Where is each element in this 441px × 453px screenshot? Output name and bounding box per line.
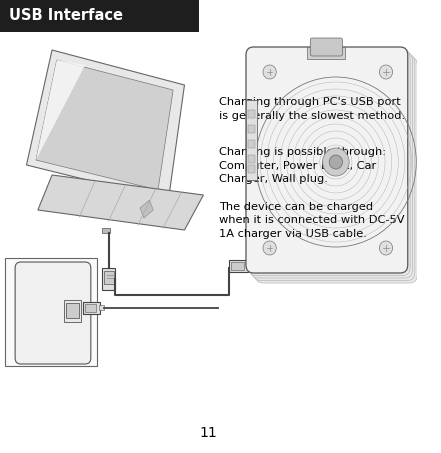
Bar bbox=[248, 140, 255, 148]
Bar bbox=[83, 302, 100, 314]
Text: Charging is possible through:
Computer, Power Bank, Car
Charger, Wall plug.: Charging is possible through: Computer, … bbox=[219, 147, 386, 184]
Circle shape bbox=[323, 148, 349, 176]
FancyBboxPatch shape bbox=[246, 47, 408, 273]
Bar bbox=[66, 303, 78, 318]
Bar bbox=[229, 260, 248, 272]
Circle shape bbox=[329, 155, 343, 169]
Bar bbox=[104, 271, 113, 284]
Bar bbox=[85, 304, 97, 312]
Bar bbox=[248, 155, 255, 163]
Bar bbox=[99, 305, 104, 310]
Bar bbox=[64, 300, 81, 322]
FancyBboxPatch shape bbox=[15, 262, 91, 364]
Text: The device can be charged
when it is connected with DC-5V
1A charger via USB cab: The device can be charged when it is con… bbox=[219, 202, 404, 239]
Text: Charging through PC's USB port
is generally the slowest method.: Charging through PC's USB port is genera… bbox=[219, 97, 405, 121]
Bar bbox=[307, 47, 345, 59]
Bar bbox=[248, 165, 255, 173]
Circle shape bbox=[263, 65, 276, 79]
Bar bbox=[231, 262, 244, 270]
Polygon shape bbox=[36, 60, 173, 190]
FancyBboxPatch shape bbox=[251, 52, 412, 278]
Polygon shape bbox=[36, 60, 85, 160]
FancyBboxPatch shape bbox=[248, 49, 410, 275]
Bar bbox=[246, 100, 258, 180]
Circle shape bbox=[379, 65, 392, 79]
Circle shape bbox=[379, 241, 392, 255]
Polygon shape bbox=[38, 175, 203, 230]
Text: 11: 11 bbox=[199, 426, 217, 440]
Circle shape bbox=[263, 241, 276, 255]
Polygon shape bbox=[26, 50, 184, 200]
Bar bbox=[0, 0, 199, 32]
FancyBboxPatch shape bbox=[310, 38, 343, 56]
FancyBboxPatch shape bbox=[255, 57, 417, 283]
Bar bbox=[248, 125, 255, 133]
Bar bbox=[5, 258, 97, 366]
Text: USB Interface: USB Interface bbox=[9, 9, 123, 24]
FancyBboxPatch shape bbox=[253, 54, 415, 280]
Bar bbox=[248, 110, 255, 118]
Polygon shape bbox=[140, 200, 153, 218]
Bar bbox=[102, 228, 110, 233]
Bar bbox=[102, 268, 116, 290]
